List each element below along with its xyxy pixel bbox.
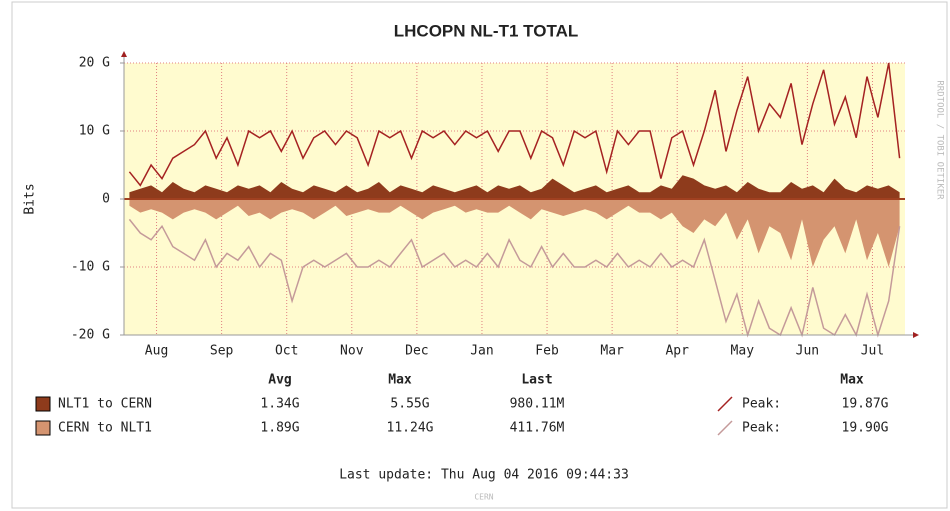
y-axis-label: Bits	[23, 183, 38, 214]
x-tick-label: Jul	[861, 344, 884, 359]
area	[129, 199, 900, 267]
y-arrow	[121, 51, 127, 57]
peak-line	[128, 62, 901, 187]
legend-header: Last	[521, 373, 552, 388]
legend-label: Peak:	[742, 421, 781, 436]
credit: CERN	[474, 493, 493, 502]
x-arrow	[913, 332, 919, 338]
legend-header: Max	[840, 373, 864, 388]
x-tick-label: Dec	[405, 344, 428, 359]
legend-max: 11.24G	[387, 421, 434, 436]
x-tick-label: Sep	[210, 344, 234, 359]
legend-avg: 1.89G	[260, 421, 299, 436]
x-tick-label: Jan	[470, 344, 493, 359]
legend-max: 5.55G	[390, 397, 429, 412]
x-tick-label: Nov	[340, 344, 364, 359]
legend-peak-max: 19.87G	[842, 397, 889, 412]
legend-header: Max	[388, 373, 412, 388]
legend-swatch	[35, 396, 51, 412]
peak-line	[128, 218, 901, 338]
x-tick-label: Oct	[275, 344, 298, 359]
legend-avg: 1.34G	[260, 397, 299, 412]
y-tick-label: 10 G	[79, 124, 110, 139]
x-tick-label: Apr	[665, 344, 689, 359]
x-tick-label: Feb	[535, 344, 559, 359]
legend-swatch	[35, 420, 51, 436]
x-tick-label: Jun	[796, 344, 819, 359]
legend-header: Avg	[268, 373, 291, 388]
x-tick-label: Mar	[600, 344, 624, 359]
last-update: Last update: Thu Aug 04 2016 09:44:33	[339, 468, 629, 483]
y-tick-label: 0	[102, 192, 110, 207]
legend-line-icon	[717, 420, 733, 436]
legend-peak-max: 19.90G	[842, 421, 889, 436]
legend-label: NLT1 to CERN	[58, 397, 152, 412]
chart-title: LHCOPN NL-T1 TOTAL	[394, 21, 578, 40]
legend-label: CERN to NLT1	[58, 421, 152, 436]
area	[129, 175, 900, 199]
y-tick-label: 20 G	[79, 56, 110, 71]
legend-line-icon	[717, 396, 733, 412]
legend-last: 411.76M	[510, 421, 565, 436]
legend-last: 980.11M	[510, 397, 565, 412]
x-tick-label: May	[731, 344, 755, 359]
y-tick-label: -10 G	[71, 260, 110, 275]
legend-label: Peak:	[742, 397, 781, 412]
x-tick-label: Aug	[145, 344, 168, 359]
watermark: RRDTOOL / TOBI OETIKER	[935, 80, 945, 200]
y-tick-label: -20 G	[71, 328, 110, 343]
